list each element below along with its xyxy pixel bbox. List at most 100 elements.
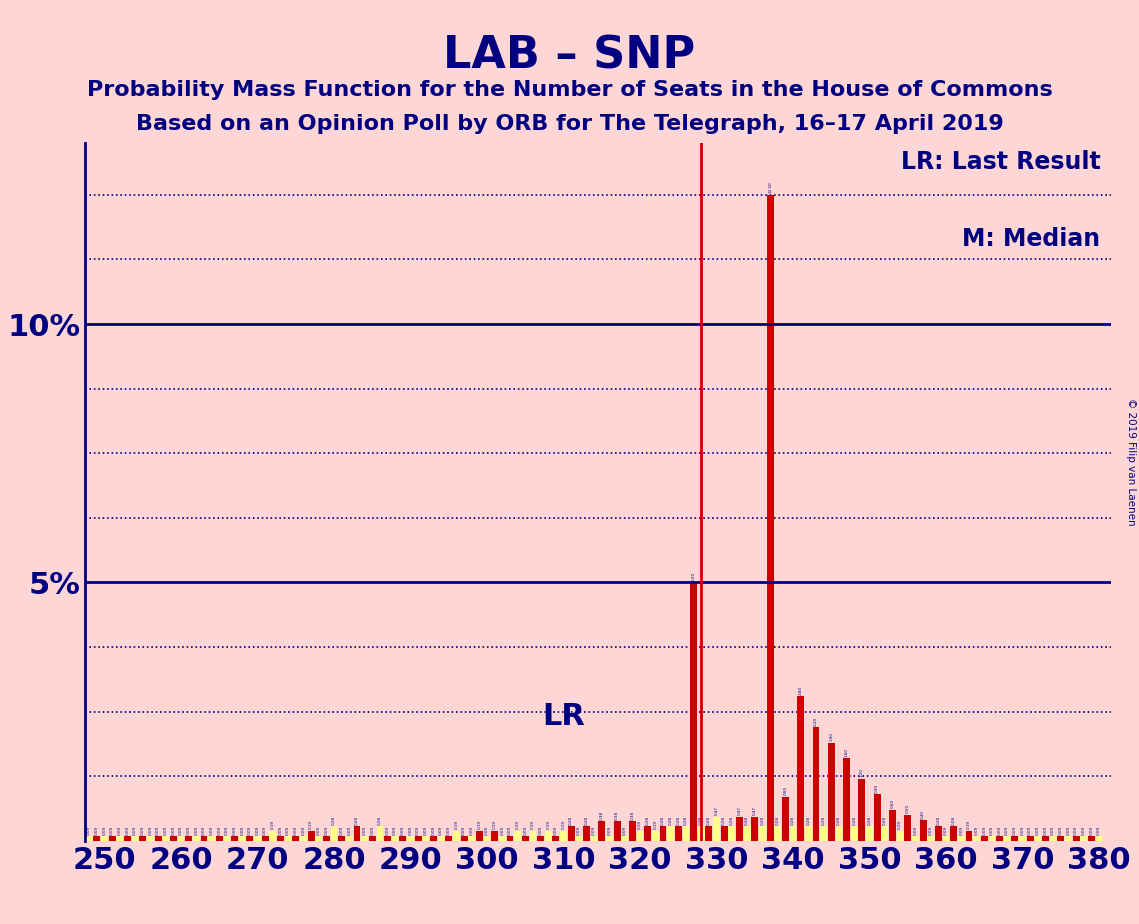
Bar <box>476 831 483 841</box>
Bar <box>437 836 444 841</box>
Text: 0.38: 0.38 <box>600 810 604 820</box>
Bar <box>208 836 215 841</box>
Bar <box>93 836 100 841</box>
Bar <box>904 815 911 841</box>
Bar <box>369 836 376 841</box>
Text: 0.19: 0.19 <box>967 821 972 830</box>
Bar <box>621 836 629 841</box>
Bar <box>828 743 835 841</box>
Text: 0.09: 0.09 <box>187 825 190 834</box>
Bar <box>178 836 185 841</box>
Text: 0.09: 0.09 <box>1006 825 1009 834</box>
Bar <box>782 796 789 841</box>
Bar <box>407 836 413 841</box>
Bar <box>690 582 697 841</box>
Text: 0.09: 0.09 <box>1066 825 1071 834</box>
Bar <box>890 809 896 841</box>
Bar <box>614 821 621 841</box>
Text: 0.09: 0.09 <box>623 825 626 834</box>
Text: 0.40: 0.40 <box>921 809 925 819</box>
Bar <box>583 826 590 841</box>
Bar <box>927 836 934 841</box>
Text: 0.09: 0.09 <box>592 825 596 834</box>
Bar <box>797 696 804 841</box>
Text: 0.28: 0.28 <box>837 816 841 825</box>
Bar <box>705 826 712 841</box>
Bar <box>231 836 238 841</box>
Text: LR: LR <box>542 702 585 731</box>
Text: 0.28: 0.28 <box>378 816 382 825</box>
Text: 1.20: 1.20 <box>860 768 863 777</box>
Text: M: Median: M: Median <box>962 227 1100 251</box>
Text: 0.28: 0.28 <box>677 816 680 825</box>
Text: 0.09: 0.09 <box>409 825 412 834</box>
Text: 0.09: 0.09 <box>302 825 305 834</box>
Text: 12.50: 12.50 <box>768 182 772 193</box>
Text: 0.28: 0.28 <box>669 816 673 825</box>
Bar <box>270 831 277 841</box>
Text: 0.09: 0.09 <box>103 825 107 834</box>
Bar <box>308 831 314 841</box>
Text: 0.09: 0.09 <box>432 825 435 834</box>
Text: 0.38: 0.38 <box>630 810 634 820</box>
Bar <box>981 836 988 841</box>
Text: 0.09: 0.09 <box>1051 825 1055 834</box>
Text: 0.28: 0.28 <box>355 816 359 825</box>
Text: 0.19: 0.19 <box>638 821 642 830</box>
Bar <box>361 836 368 841</box>
Bar <box>1003 836 1010 841</box>
Bar <box>812 727 819 841</box>
Text: 0.19: 0.19 <box>654 821 657 830</box>
Text: 0.09: 0.09 <box>240 825 244 834</box>
Text: 0.09: 0.09 <box>218 825 221 834</box>
Text: 0.09: 0.09 <box>944 825 948 834</box>
Text: 0.50: 0.50 <box>906 804 910 813</box>
Bar <box>285 836 292 841</box>
Text: 0.19: 0.19 <box>531 821 535 830</box>
Bar <box>155 836 162 841</box>
Text: 0.09: 0.09 <box>508 825 513 834</box>
Bar <box>392 836 399 841</box>
Bar <box>950 826 957 841</box>
Text: 0.19: 0.19 <box>454 821 459 830</box>
Bar <box>507 836 514 841</box>
Text: 1.60: 1.60 <box>845 748 849 757</box>
Bar <box>1065 836 1072 841</box>
Text: 0.28: 0.28 <box>570 816 573 825</box>
Text: 2.80: 2.80 <box>798 686 803 695</box>
Text: 0.09: 0.09 <box>95 825 99 834</box>
Bar <box>400 836 407 841</box>
Bar <box>645 826 652 841</box>
Text: 0.09: 0.09 <box>362 825 367 834</box>
Text: 0.09: 0.09 <box>1029 825 1032 834</box>
Bar <box>200 836 207 841</box>
Text: 0.09: 0.09 <box>1074 825 1079 834</box>
Text: 0.09: 0.09 <box>294 825 297 834</box>
Text: 0.09: 0.09 <box>263 825 268 834</box>
Text: Based on an Opinion Poll by ORB for The Telegraph, 16–17 April 2019: Based on an Opinion Poll by ORB for The … <box>136 114 1003 134</box>
Bar <box>637 831 644 841</box>
Bar <box>468 836 475 841</box>
Text: 0.09: 0.09 <box>195 825 198 834</box>
Bar <box>698 826 705 841</box>
Bar <box>1096 836 1103 841</box>
Bar <box>323 836 330 841</box>
Text: 0.09: 0.09 <box>393 825 398 834</box>
Text: 0.28: 0.28 <box>761 816 764 825</box>
Text: 0.09: 0.09 <box>88 825 91 834</box>
Bar <box>1026 836 1034 841</box>
Text: 2.20: 2.20 <box>814 716 818 725</box>
Text: 0.09: 0.09 <box>210 825 214 834</box>
Text: 0.09: 0.09 <box>1013 825 1017 834</box>
Text: 0.09: 0.09 <box>255 825 260 834</box>
Text: 0.09: 0.09 <box>928 825 933 834</box>
Text: 0.09: 0.09 <box>523 825 527 834</box>
Text: 0.09: 0.09 <box>1035 825 1040 834</box>
Bar <box>682 826 689 841</box>
Bar <box>415 836 421 841</box>
Bar <box>1019 836 1026 841</box>
Bar <box>300 836 306 841</box>
Text: 0.28: 0.28 <box>821 816 826 825</box>
Bar <box>192 836 199 841</box>
Text: 0.09: 0.09 <box>286 825 290 834</box>
